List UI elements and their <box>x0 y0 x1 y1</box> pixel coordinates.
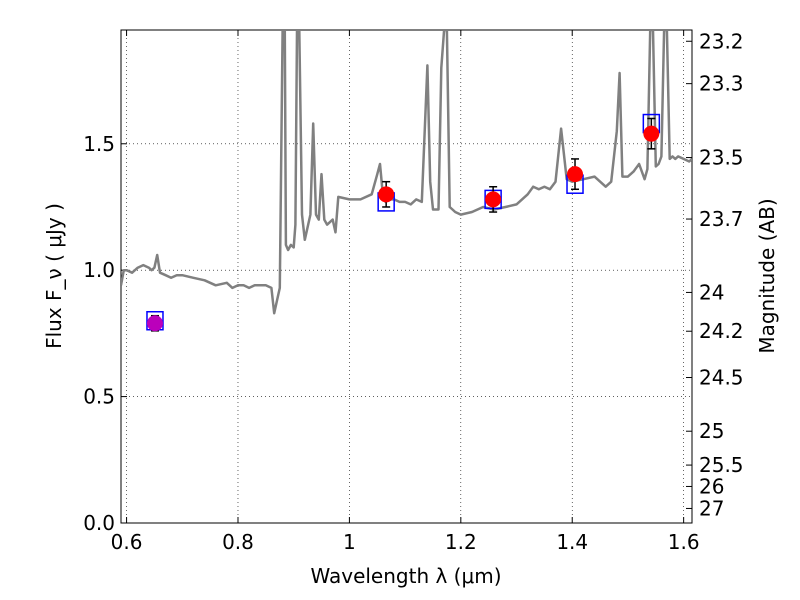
plot-frame <box>120 29 693 524</box>
mag-tick-label: 24.2 <box>699 319 744 343</box>
mag-tick-label: 26 <box>699 474 724 498</box>
mag-tick-label: 23.3 <box>699 72 744 96</box>
y-axis-label: Flux F_ν ( μJy ) <box>42 203 66 349</box>
observed-photometry-point <box>146 315 163 332</box>
mag-tick-label: 25.5 <box>699 453 744 477</box>
y2-axis-label: Magnitude (AB) <box>755 198 779 353</box>
x-tick-label: 1.6 <box>668 530 700 554</box>
observed-photometry-point <box>378 186 395 203</box>
observed-photometry-point <box>485 191 502 208</box>
observed-photometry-point <box>567 166 584 183</box>
mag-tick-label: 25 <box>699 419 724 443</box>
mag-tick-label: 24 <box>699 280 724 304</box>
tick-labels: 0.6 0.8 1 1.2 1.4 1.6 0.0 0.5 1.0 1.5 23.2 23.3 23.5… <box>83 29 743 554</box>
y-tick-label: 1.5 <box>83 132 115 156</box>
x-tick-label: 0.8 <box>222 530 254 554</box>
mag-tick-label: 23.2 <box>699 29 744 53</box>
mag-tick-label: 27 <box>699 496 724 520</box>
mag-tick-label: 23.7 <box>699 207 744 231</box>
y-tick-label: 0.0 <box>83 511 115 535</box>
y-tick-label: 0.5 <box>83 385 115 409</box>
ticks <box>121 30 692 524</box>
photometry-points <box>146 113 661 332</box>
observed-photometry-point <box>643 125 660 142</box>
mag-tick-label: 23.5 <box>699 146 744 170</box>
x-axis-label: Wavelength λ (μm) <box>310 564 501 588</box>
y-tick-label: 1.0 <box>83 258 115 282</box>
mag-tick-label: 24.5 <box>699 366 744 390</box>
x-tick-label: 1.4 <box>556 530 588 554</box>
x-tick-label: 0.6 <box>111 530 143 554</box>
x-tick-label: 1.2 <box>445 530 477 554</box>
x-tick-label: 1 <box>343 530 356 554</box>
